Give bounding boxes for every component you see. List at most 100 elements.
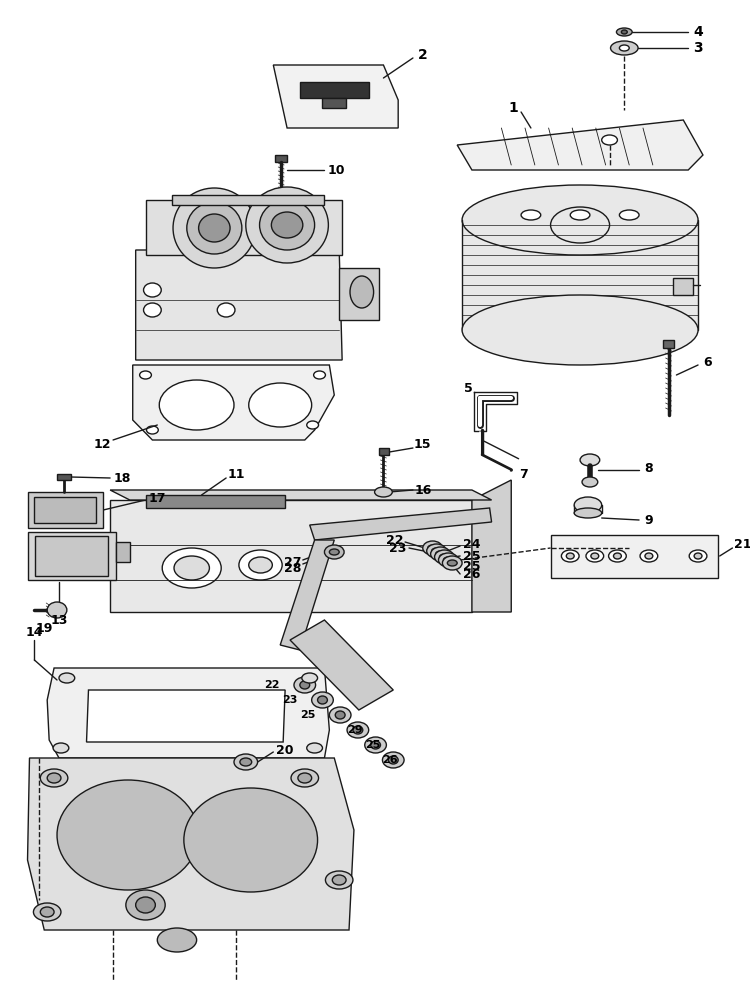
Ellipse shape [586,550,604,562]
Ellipse shape [174,556,209,580]
Ellipse shape [307,743,322,753]
Ellipse shape [427,544,446,558]
Ellipse shape [442,556,462,570]
Ellipse shape [47,773,61,783]
Polygon shape [35,536,108,576]
Ellipse shape [173,188,256,268]
Ellipse shape [580,454,600,466]
Polygon shape [379,448,389,455]
Polygon shape [280,540,334,650]
Ellipse shape [272,212,303,238]
Ellipse shape [443,557,453,563]
Polygon shape [136,250,342,360]
Ellipse shape [199,214,230,242]
Ellipse shape [521,210,541,220]
Text: 24: 24 [464,537,481,550]
Ellipse shape [582,477,598,487]
Ellipse shape [347,722,369,738]
Ellipse shape [620,45,629,51]
Ellipse shape [608,550,626,562]
Text: 26: 26 [382,755,398,765]
Ellipse shape [126,890,165,920]
Ellipse shape [249,383,312,427]
Polygon shape [28,758,354,930]
Ellipse shape [136,897,155,913]
Ellipse shape [436,551,445,557]
Ellipse shape [574,508,602,518]
Ellipse shape [291,769,319,787]
Polygon shape [116,542,130,562]
Ellipse shape [329,707,351,723]
Ellipse shape [574,497,602,513]
Ellipse shape [462,185,698,255]
Ellipse shape [40,907,54,917]
Text: 19: 19 [35,622,53,635]
Text: 21: 21 [734,538,750,551]
Text: 18: 18 [113,472,130,485]
Ellipse shape [645,553,652,559]
Polygon shape [472,480,512,612]
Ellipse shape [610,41,638,55]
Ellipse shape [370,741,380,749]
Ellipse shape [314,371,326,379]
Ellipse shape [246,187,328,263]
Ellipse shape [427,545,437,551]
Ellipse shape [217,303,235,317]
Ellipse shape [34,903,61,921]
Ellipse shape [326,871,353,889]
Ellipse shape [353,726,363,734]
Polygon shape [300,82,369,98]
Text: 23: 23 [282,695,298,705]
Polygon shape [273,65,398,128]
Text: 23: 23 [389,541,406,554]
Polygon shape [462,220,698,330]
Ellipse shape [616,28,632,36]
Ellipse shape [439,553,458,567]
Ellipse shape [374,487,392,497]
Text: 4: 4 [693,25,703,39]
Ellipse shape [53,743,69,753]
Ellipse shape [364,737,386,753]
Text: 8: 8 [644,462,653,475]
Text: 15: 15 [414,439,431,452]
Ellipse shape [312,692,333,708]
Text: 25: 25 [464,549,481,562]
Ellipse shape [234,754,257,770]
Ellipse shape [431,548,442,554]
Text: 25: 25 [464,559,481,573]
Ellipse shape [430,547,450,561]
Ellipse shape [332,875,346,885]
Ellipse shape [566,553,574,559]
Text: 10: 10 [328,164,345,177]
Polygon shape [550,535,718,578]
Polygon shape [34,497,96,523]
Ellipse shape [298,773,312,783]
Ellipse shape [570,210,590,220]
Text: 7: 7 [519,468,527,481]
Text: 11: 11 [227,468,244,481]
Ellipse shape [187,202,242,254]
Ellipse shape [591,553,598,559]
Polygon shape [86,690,285,742]
Ellipse shape [447,560,458,566]
Text: 22: 22 [386,533,404,546]
Ellipse shape [621,30,627,34]
Polygon shape [110,500,472,612]
Ellipse shape [640,550,658,562]
Ellipse shape [602,135,617,145]
Text: 27: 27 [284,555,302,569]
Polygon shape [47,668,329,758]
Ellipse shape [59,673,75,683]
Ellipse shape [240,758,252,766]
Ellipse shape [162,548,221,588]
Ellipse shape [614,553,621,559]
Ellipse shape [382,752,404,768]
Ellipse shape [260,200,314,250]
Ellipse shape [620,210,639,220]
Text: 22: 22 [265,680,280,690]
Polygon shape [172,195,325,205]
Text: 12: 12 [94,438,111,451]
Polygon shape [28,532,116,580]
Text: 26: 26 [464,569,481,582]
Text: 14: 14 [26,626,44,638]
